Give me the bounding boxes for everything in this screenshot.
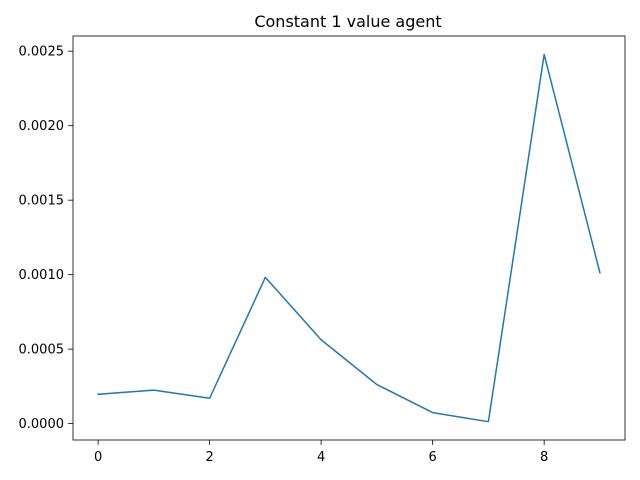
- y-tick-label: 0.0025: [19, 45, 65, 60]
- x-tick-label: 6: [428, 450, 436, 465]
- series-line: [97, 53, 601, 423]
- chart-title: Constant 1 value agent: [254, 12, 441, 31]
- y-tick-label: 0.0005: [19, 343, 65, 358]
- y-tick-label: 0.0010: [19, 268, 65, 283]
- y-tick-label: 0.0000: [19, 417, 65, 432]
- x-tick-label: 8: [540, 450, 548, 465]
- y-axis-ticks: 0.0000 0.0005 0.0010 0.0015 0.0020 0.0025: [19, 45, 73, 432]
- y-tick-label: 0.0015: [19, 194, 65, 209]
- x-tick-label: 4: [317, 450, 325, 465]
- x-axis-ticks: 0 2 4 6 8: [94, 440, 548, 465]
- y-tick-label: 0.0020: [19, 119, 65, 134]
- x-tick-label: 2: [205, 450, 213, 465]
- axes-frame: [72, 35, 626, 441]
- series-layer: [97, 53, 601, 423]
- x-tick-label: 0: [94, 450, 102, 465]
